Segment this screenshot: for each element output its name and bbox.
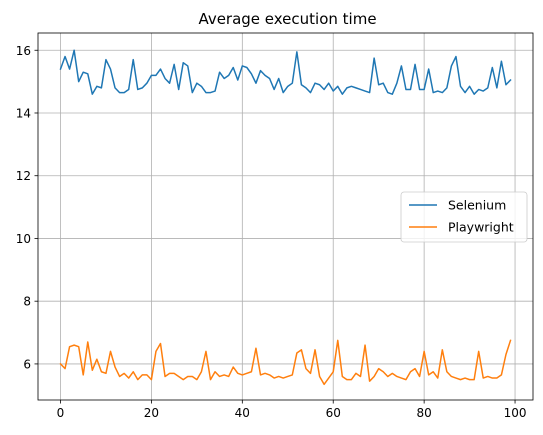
- legend-label-selenium: Selenium: [448, 198, 506, 213]
- y-tick-label: 14: [16, 106, 31, 120]
- y-tick-label: 16: [16, 44, 31, 58]
- series-line-playwright: [59, 339, 512, 386]
- y-tick-label: 10: [16, 232, 31, 246]
- x-tick-label: 40: [235, 406, 250, 420]
- series-layer: [59, 49, 512, 386]
- x-tick-label: 20: [144, 406, 159, 420]
- x-tick-label: 100: [504, 406, 527, 420]
- y-tick-label: 8: [23, 295, 31, 309]
- ticks-layer: 0 20 40 60 80 100 6 8 10 12 14 16: [16, 44, 527, 420]
- legend-label-playwright: Playwright: [448, 220, 514, 235]
- chart-title: Average execution time: [198, 10, 376, 28]
- y-tick-label: 12: [16, 169, 31, 183]
- plot-frame: [37, 32, 534, 401]
- x-tick-label: 60: [326, 406, 341, 420]
- x-tick-label: 0: [57, 406, 65, 420]
- y-tick-label: 6: [23, 357, 31, 371]
- grid-layer: [38, 33, 533, 400]
- series-line-selenium: [59, 49, 512, 95]
- x-tick-label: 80: [416, 406, 431, 420]
- legend: Selenium Playwright: [400, 191, 528, 243]
